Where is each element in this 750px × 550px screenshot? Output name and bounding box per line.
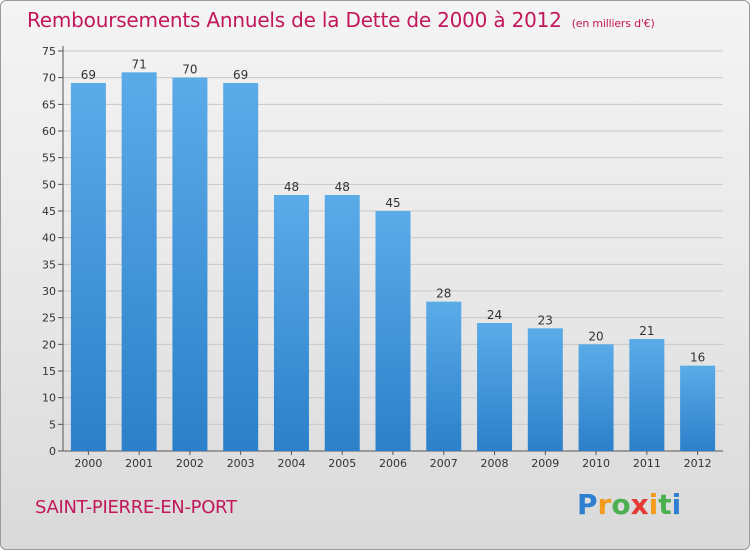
bar [477, 323, 513, 451]
bar [172, 77, 208, 452]
y-tick-label: 5 [49, 418, 56, 431]
x-tick-label: 2002 [176, 457, 204, 470]
bar [223, 83, 259, 451]
proxiti-logo: Proxiti [577, 488, 682, 521]
y-tick-label: 50 [42, 178, 56, 191]
x-tick-label: 2011 [633, 457, 661, 470]
x-tick-label: 2003 [227, 457, 255, 470]
y-tick-label: 45 [42, 205, 56, 218]
x-tick-label: 2004 [277, 457, 305, 470]
bar [121, 72, 157, 451]
x-tick-label: 2000 [74, 457, 102, 470]
x-tick-label: 2007 [430, 457, 458, 470]
bar [578, 344, 614, 451]
y-tick-label: 65 [42, 98, 56, 111]
y-tick-label: 40 [42, 232, 56, 245]
bar [273, 195, 309, 451]
y-tick-label: 35 [42, 258, 56, 271]
chart-title: Remboursements Annuels de la Dette de 20… [27, 8, 655, 32]
x-tick-label: 2008 [481, 457, 509, 470]
data-label: 48 [335, 180, 350, 194]
x-tick-label: 2001 [125, 457, 153, 470]
y-tick-label: 15 [42, 365, 56, 378]
y-tick-label: 30 [42, 285, 56, 298]
data-label: 28 [436, 287, 451, 301]
data-label: 69 [233, 68, 248, 82]
data-label: 16 [690, 351, 705, 365]
data-label: 70 [182, 63, 197, 77]
town-name: SAINT-PIERRE-EN-PORT [35, 497, 237, 518]
y-tick-label: 75 [42, 45, 56, 58]
y-tick-label: 70 [42, 72, 56, 85]
bar [375, 211, 411, 451]
data-label: 45 [385, 196, 400, 210]
bar [629, 339, 665, 451]
y-tick-label: 25 [42, 312, 56, 325]
data-label: 23 [538, 313, 553, 327]
data-label: 21 [639, 324, 654, 338]
bar [70, 83, 106, 451]
bar [426, 301, 462, 451]
data-label: 20 [588, 329, 603, 343]
y-tick-label: 60 [42, 125, 56, 138]
bar [680, 365, 716, 451]
data-label: 71 [132, 57, 147, 71]
chart-title-text: Remboursements Annuels de la Dette de 20… [27, 8, 562, 32]
x-tick-label: 2009 [531, 457, 559, 470]
y-tick-label: 55 [42, 152, 56, 165]
data-label: 48 [284, 180, 299, 194]
data-label: 24 [487, 308, 502, 322]
y-tick-label: 0 [49, 445, 56, 458]
x-tick-label: 2012 [684, 457, 712, 470]
x-tick-label: 2005 [328, 457, 356, 470]
x-tick-label: 2006 [379, 457, 407, 470]
x-tick-label: 2010 [582, 457, 610, 470]
chart-unit: (en milliers d'€) [571, 17, 655, 30]
y-tick-label: 20 [42, 338, 56, 351]
bar [324, 195, 360, 451]
y-tick-label: 10 [42, 392, 56, 405]
data-label: 69 [81, 68, 96, 82]
bar [527, 328, 563, 451]
